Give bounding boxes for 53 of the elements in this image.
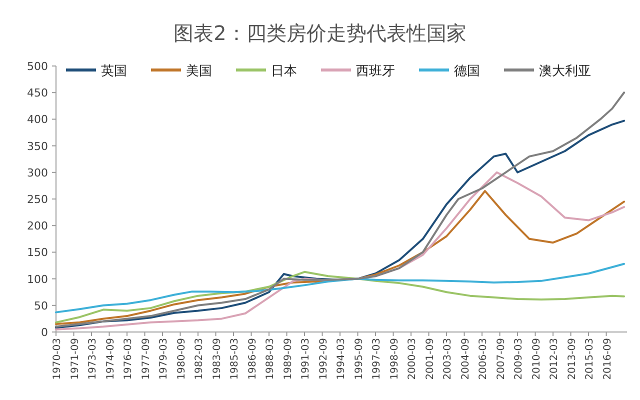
x-tick-label: 1992-09: [318, 338, 330, 380]
x-tick-label: 1994-03: [336, 338, 348, 380]
y-tick-label: 250: [27, 193, 48, 206]
x-tick-label: 1983-09: [212, 338, 223, 380]
y-tick-label: 100: [27, 272, 48, 286]
legend-label: 澳大利亚: [539, 64, 591, 79]
line-series: [55, 270, 626, 324]
chart-title: 图表2：四类房价走势代表性国家: [174, 21, 466, 45]
x-tick-label: 1988-03: [265, 338, 276, 380]
x-tick-label: 1986-09: [247, 338, 258, 380]
x-tick-label: 1998-09: [389, 338, 400, 380]
x-tick-label: 2013-09: [566, 338, 578, 380]
y-tick-label: 200: [27, 220, 48, 233]
line-series: [55, 262, 626, 314]
legend-label: 西班牙: [356, 64, 395, 79]
y-tick-label: 500: [27, 60, 48, 73]
x-tick-label: 2004-09: [460, 338, 472, 380]
x-tick-label: 2015-03: [584, 338, 596, 380]
legend-label: 日本: [271, 64, 297, 79]
x-tick-label: 2009-03: [514, 338, 525, 380]
x-tick-label: 1976-03: [123, 338, 134, 380]
x-tick-label: 1997-03: [372, 338, 383, 380]
y-tick-label: 0: [41, 326, 48, 339]
x-tick-label: 1970-03: [52, 338, 63, 380]
legend-label: 德国: [454, 64, 480, 79]
y-tick-label: 400: [27, 113, 48, 126]
x-tick-label: 2000-03: [407, 338, 418, 380]
y-tick-label: 300: [27, 166, 48, 180]
x-tick-label: 2006-03: [478, 338, 490, 380]
y-tick-label: 50: [34, 299, 48, 312]
x-tick-label: 1980-09: [176, 338, 188, 380]
x-tick-label: 1977-09: [140, 338, 152, 380]
x-tick-label: 2001-09: [424, 338, 436, 380]
x-tick-label: 1991-03: [300, 338, 312, 380]
x-tick-label: 2003-03: [442, 338, 454, 380]
x-tick-label: 2012-03: [549, 338, 560, 380]
x-tick-label: 1973-03: [88, 338, 99, 380]
x-tick-label: 1982-03: [194, 338, 206, 380]
legend-label: 英国: [101, 64, 127, 79]
x-tick-label: 1979-03: [158, 338, 170, 380]
x-tick-label: 1989-09: [282, 338, 294, 380]
x-tick-label: 1971-09: [70, 338, 81, 380]
y-tick-label: 150: [27, 246, 48, 260]
x-tick-label: 2007-09: [496, 338, 507, 380]
x-tick-label: 1985-03: [230, 338, 241, 380]
legend-label: 美国: [186, 63, 212, 79]
x-tick-label: 2010-09: [531, 338, 542, 380]
line-series: [55, 190, 626, 326]
x-tick-label: 1995-09: [354, 338, 365, 380]
y-tick-label: 350: [27, 140, 48, 153]
y-tick-label: 450: [27, 86, 48, 100]
x-tick-label: 1974-09: [105, 338, 116, 380]
x-tick-label: 2016-09: [602, 338, 614, 380]
